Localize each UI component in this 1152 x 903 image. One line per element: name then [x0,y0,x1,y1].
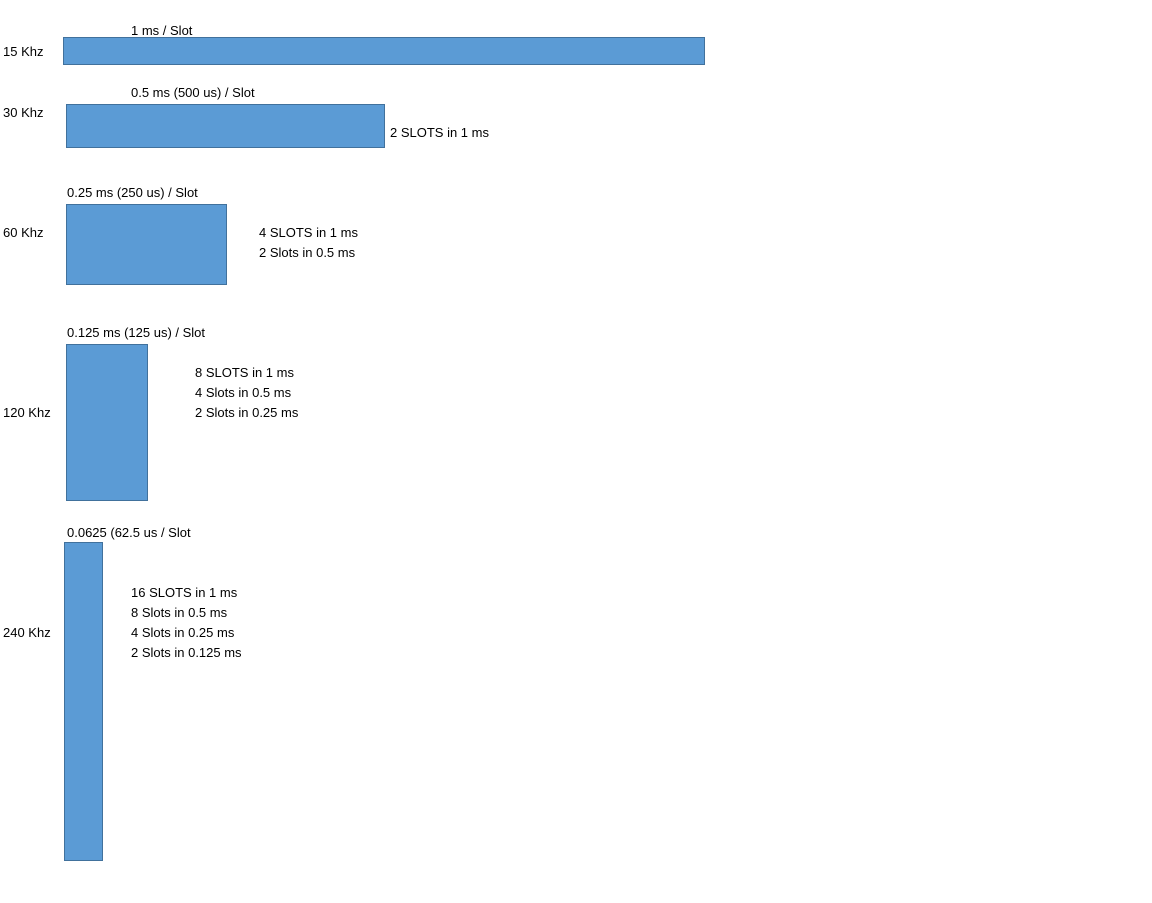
slot-duration-label-15khz: 1 ms / Slot [131,23,193,38]
slot-note: 16 SLOTS in 1 ms [131,585,238,600]
slot-note: 2 Slots in 0.25 ms [195,405,299,420]
slot-duration-label-120khz: 0.125 ms (125 us) / Slot [67,325,206,340]
slot-bar-30khz [66,104,385,148]
slot-bar-15khz [63,37,705,65]
slot-note: 8 SLOTS in 1 ms [195,365,294,380]
slot-notes-60khz: 4 SLOTS in 1 ms 2 Slots in 0.5 ms [259,223,358,263]
slot-duration-label-30khz: 0.5 ms (500 us) / Slot [131,85,255,100]
slot-bar-240khz [64,542,103,861]
slot-note: 4 SLOTS in 1 ms [259,225,358,240]
freq-label-60khz: 60 Khz [3,225,44,240]
slot-note: 2 SLOTS in 1 ms [390,125,489,140]
freq-label-15khz: 15 Khz [3,44,44,59]
freq-label-240khz: 240 Khz [3,625,51,640]
slot-notes-240khz: 16 SLOTS in 1 ms 8 Slots in 0.5 ms 4 Slo… [131,583,242,663]
freq-label-120khz: 120 Khz [3,405,51,420]
slot-note: 2 Slots in 0.5 ms [259,245,356,260]
slot-note: 4 Slots in 0.25 ms [131,625,235,640]
slot-note: 4 Slots in 0.5 ms [195,385,292,400]
slot-notes-120khz: 8 SLOTS in 1 ms 4 Slots in 0.5 ms 2 Slot… [195,363,298,423]
slot-duration-label-240khz: 0.0625 (62.5 us / Slot [67,525,191,540]
slot-notes-30khz: 2 SLOTS in 1 ms [390,123,489,143]
slot-note: 2 Slots in 0.125 ms [131,645,242,660]
slot-bar-120khz [66,344,148,501]
slot-duration-label-60khz: 0.25 ms (250 us) / Slot [67,185,198,200]
slot-bar-60khz [66,204,227,285]
slot-note: 8 Slots in 0.5 ms [131,605,228,620]
freq-label-30khz: 30 Khz [3,105,44,120]
